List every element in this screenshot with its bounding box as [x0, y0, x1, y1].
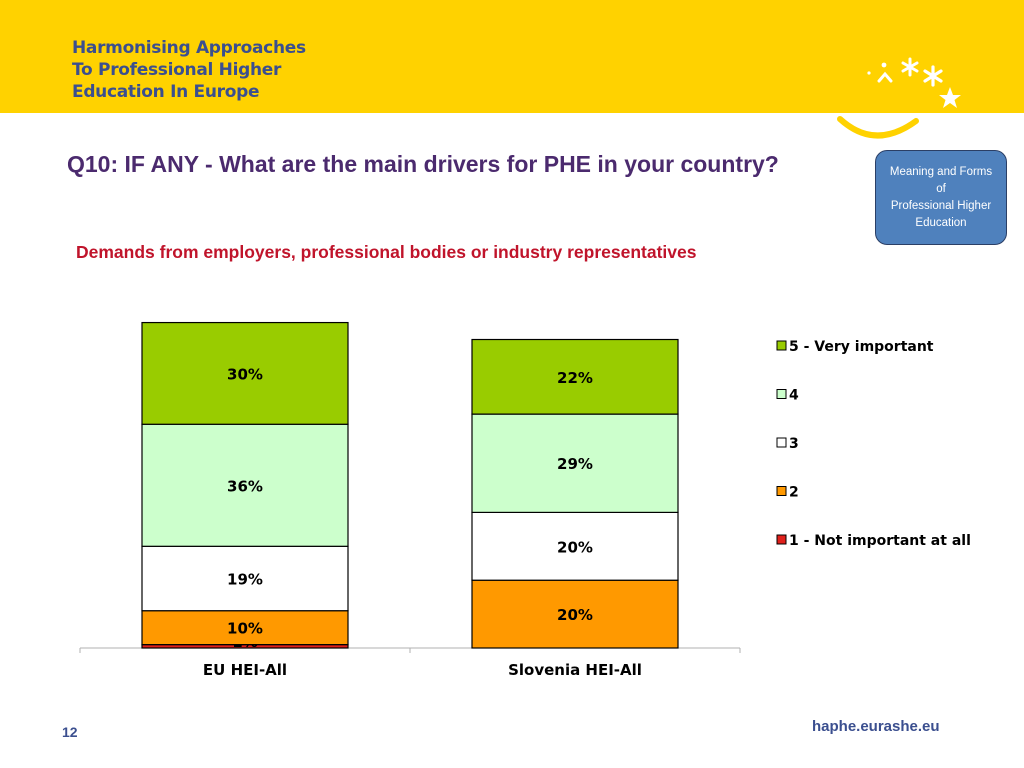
- caret-icon: [877, 71, 893, 83]
- legend-swatch: [776, 534, 787, 545]
- bar-segment: [141, 321, 349, 425]
- legend-swatch: [776, 437, 787, 448]
- x-tick-label: Slovenia HEI-All: [508, 661, 642, 679]
- button-label-line: Education: [915, 216, 967, 229]
- star-icon: [923, 65, 943, 87]
- eu-stars-logo: [837, 57, 961, 139]
- project-title-line: To Professional Higher: [72, 60, 282, 80]
- dot-icon: [881, 62, 887, 68]
- data-label: 10%: [227, 620, 263, 638]
- button-label-line: of: [936, 182, 946, 195]
- data-label: 22%: [557, 369, 593, 387]
- data-label: 19%: [227, 571, 263, 589]
- star-icon: [901, 57, 919, 77]
- button-label-line: Meaning and Forms: [889, 165, 993, 178]
- star-icon: [939, 87, 961, 108]
- button-label-line: Professional Higher: [890, 199, 992, 212]
- legend-swatch: [776, 389, 787, 399]
- data-label: 20%: [557, 538, 593, 556]
- x-tick-label: EU HEI-All: [203, 661, 287, 679]
- project-title-line: Harmonising Approaches: [72, 38, 306, 58]
- smile-arc-icon: [837, 116, 919, 139]
- legend-label: 3: [789, 436, 799, 452]
- data-label: 20%: [557, 606, 593, 624]
- legend-label: 1 - Not important at all: [789, 533, 971, 549]
- header-banner: Harmonising Approaches To Professional H…: [0, 0, 1024, 139]
- legend-swatch: [776, 340, 787, 351]
- bar-segment: [471, 511, 679, 581]
- page-number: 12: [62, 724, 78, 740]
- project-title-line: Education In Europe: [72, 82, 260, 102]
- stacked-bar-chart: 1%10%19%36%30%EU HEI-All0%20%20%29%22%Sl…: [79, 321, 971, 679]
- legend-swatch: [776, 486, 787, 496]
- bar-segment: [141, 423, 349, 547]
- legend-label: 4: [789, 388, 799, 404]
- meaning-and-forms-button[interactable]: Meaning and Forms of Professional Higher…: [875, 150, 1007, 245]
- dot-icon: [867, 71, 871, 75]
- data-label: 30%: [227, 365, 263, 383]
- legend-label: 2: [789, 485, 799, 501]
- chart-subtitle: Demands from employers, professional bod…: [76, 242, 697, 262]
- data-label: 36%: [227, 477, 263, 495]
- bar-segment: [471, 338, 679, 415]
- slide-title: Q10: IF ANY - What are the main drivers …: [67, 151, 779, 177]
- legend-label: 5 - Very important: [789, 339, 934, 355]
- footer-url[interactable]: haphe.eurashe.eu: [812, 718, 940, 735]
- data-label: 29%: [557, 455, 593, 473]
- bar-segment: [141, 545, 349, 612]
- bar-segment: [471, 579, 679, 649]
- project-title: Harmonising Approaches To Professional H…: [72, 37, 306, 103]
